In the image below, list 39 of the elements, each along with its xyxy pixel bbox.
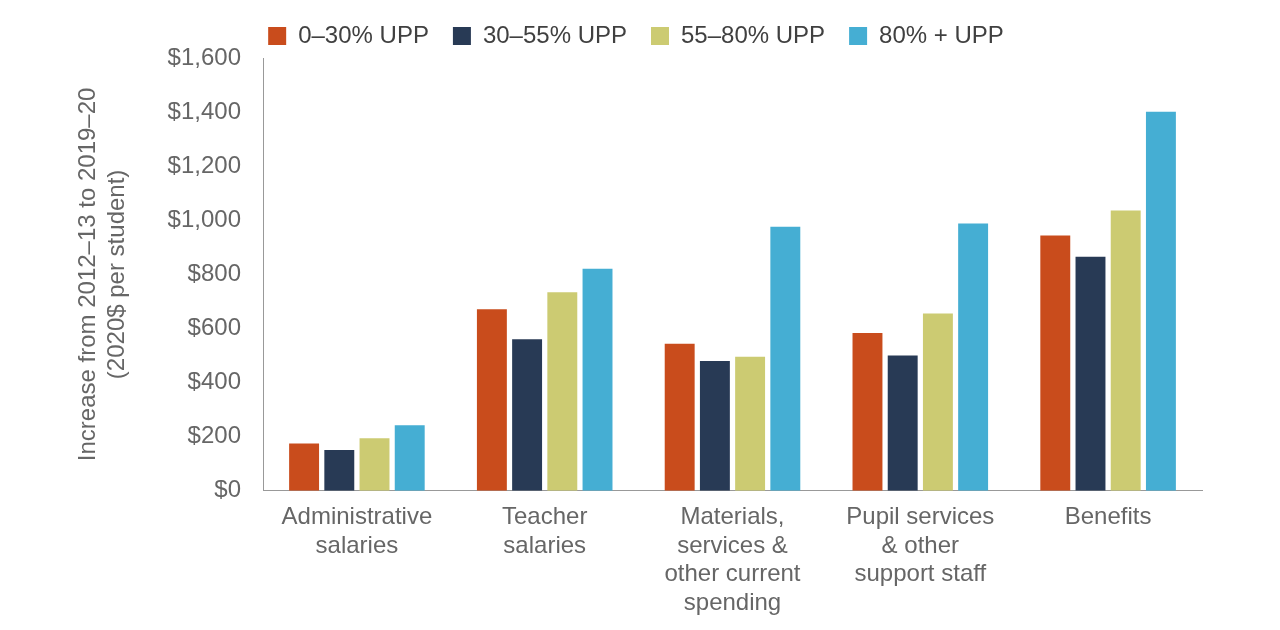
bar [476,309,507,491]
bar [512,339,543,491]
bar [289,443,320,491]
y-tick-label: $800 [187,259,242,287]
bar [324,449,355,491]
bar [887,355,918,491]
bar [958,223,989,491]
x-tick-label: Administrative salaries [281,501,433,558]
bar [735,356,766,491]
x-tick-label: Materials, services & other current spending [664,501,801,616]
bar [547,292,578,491]
bar [699,360,730,491]
y-tick-label: $1,000 [167,204,242,232]
bar [664,343,695,491]
y-tick-label: $0 [214,475,242,503]
y-axis-title: Increase from 2012–13 to 2019–20 (2020$ per student) [73,87,129,462]
bar [922,313,953,491]
y-tick-label: $400 [187,367,242,395]
legend-label: 30–55% UPP [482,20,628,48]
bar [1110,210,1141,491]
legend-label: 55–80% UPP [681,20,826,48]
bar [582,268,613,491]
bar [394,425,425,491]
bar [359,438,390,491]
y-tick-label: $200 [187,421,242,449]
bar [1075,256,1106,491]
legend-label: 80% + UPP [879,20,1004,48]
x-tick-label: Benefits [1064,501,1152,529]
x-tick-label: Teacher salaries [502,501,588,558]
legend-label: 0–30% UPP [298,20,429,48]
x-tick-label: Pupil services & other support staff [846,501,995,587]
bar [770,226,801,491]
y-tick-label: $1,200 [167,150,242,178]
y-tick-label: $600 [187,313,242,341]
bar [852,333,883,491]
y-tick-label: $1,400 [167,96,242,124]
bar [1040,235,1071,491]
bar [1145,111,1176,491]
y-tick-label: $1,600 [167,42,242,70]
